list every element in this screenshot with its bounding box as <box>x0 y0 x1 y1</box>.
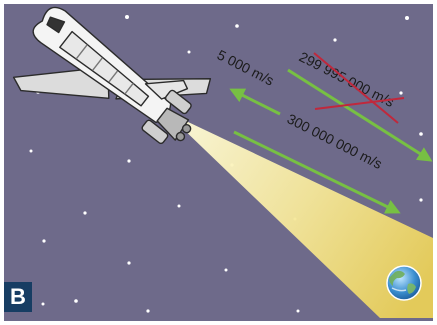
earth-globe-icon <box>386 265 422 301</box>
star-icon <box>42 239 46 243</box>
strike-through-mark <box>313 52 405 124</box>
light-velocity-arrow <box>233 130 401 214</box>
star-icon <box>333 38 337 42</box>
panel-letter-badge: B <box>4 282 32 312</box>
star-icon <box>399 91 403 95</box>
star-icon <box>405 16 409 20</box>
star-icon <box>419 198 423 202</box>
star-icon <box>146 309 150 313</box>
star-icon <box>41 302 45 306</box>
star-icon <box>177 204 181 208</box>
star-icon <box>29 149 33 153</box>
velocity-arrows <box>229 68 433 214</box>
light-beam <box>178 121 433 318</box>
star-icon <box>224 268 228 272</box>
star-icon <box>83 211 87 215</box>
wrong-light-arrow <box>287 68 433 162</box>
star-icon <box>125 15 129 19</box>
star-icon <box>419 132 423 136</box>
star-icon <box>127 261 131 265</box>
star-icon <box>235 24 239 28</box>
star-icon <box>296 309 300 313</box>
star-icon <box>127 159 131 163</box>
star-field <box>29 15 423 313</box>
shuttle-velocity-arrow <box>229 88 281 116</box>
space-shuttle-icon <box>12 6 212 145</box>
star-icon <box>74 299 78 303</box>
star-icon <box>187 50 191 54</box>
